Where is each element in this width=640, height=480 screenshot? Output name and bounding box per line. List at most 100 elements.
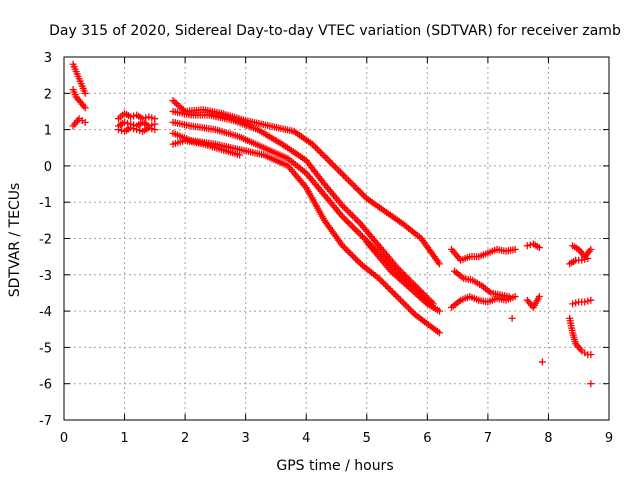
data-point-interp xyxy=(359,191,367,199)
data-point xyxy=(121,118,129,126)
data-point-interp xyxy=(313,145,321,153)
data-point-interp xyxy=(386,286,394,294)
y-tick-label: -6 xyxy=(39,378,52,393)
x-tick-label: 7 xyxy=(484,431,492,446)
x-tick-label: 2 xyxy=(181,431,189,446)
data-point xyxy=(584,254,592,262)
data-point-interp xyxy=(385,284,393,292)
data-point-interp xyxy=(406,306,414,314)
data-point xyxy=(127,124,135,132)
data-point-interp xyxy=(353,257,361,265)
data-point-interp xyxy=(342,205,350,213)
data-point-interp xyxy=(340,171,348,179)
data-point-interp xyxy=(340,203,348,211)
data-point xyxy=(508,314,516,322)
data-point xyxy=(81,118,89,126)
data-point-interp xyxy=(391,291,399,299)
data-point xyxy=(535,293,543,301)
data-point-interp xyxy=(380,279,388,287)
data-point-interp xyxy=(348,223,356,231)
data-point-interp xyxy=(353,228,361,236)
data-point xyxy=(115,126,122,134)
data-point-interp xyxy=(148,114,156,122)
x-tick-label: 9 xyxy=(605,431,613,446)
data-point-interp xyxy=(328,160,336,168)
data-point xyxy=(393,293,401,301)
data-point-interp xyxy=(377,276,385,284)
data-point xyxy=(587,245,595,253)
data-point-interp xyxy=(338,170,346,178)
data-point-interp xyxy=(410,309,418,317)
data-point xyxy=(581,298,589,306)
data-point-interp xyxy=(347,221,355,229)
data-point-interp xyxy=(142,114,150,122)
data-point-interp xyxy=(353,185,361,193)
data-point-interp xyxy=(360,234,368,242)
data-point-interp xyxy=(350,181,358,189)
data-point-interp xyxy=(352,226,360,234)
data-point xyxy=(339,202,347,210)
data-point-interp xyxy=(388,288,396,296)
data-point-interp xyxy=(383,283,391,291)
data-point xyxy=(587,296,595,304)
data-point xyxy=(511,245,519,253)
data-point-interp xyxy=(330,162,338,170)
data-point-interp xyxy=(340,214,348,222)
y-tick-label: 2 xyxy=(44,87,52,102)
data-point-interp xyxy=(342,245,350,253)
data-point-interp xyxy=(405,304,413,312)
data-point-interp xyxy=(320,152,328,160)
y-tick-label: -7 xyxy=(39,414,52,429)
data-point-interp xyxy=(345,219,353,227)
data-point-interp xyxy=(315,147,323,155)
data-point xyxy=(375,274,383,282)
data-point-interp xyxy=(572,299,580,307)
x-tick-label: 3 xyxy=(242,431,250,446)
data-point-interp xyxy=(312,143,320,151)
data-point-interp xyxy=(124,119,132,127)
y-tick-label: 1 xyxy=(44,124,52,139)
data-point-interp xyxy=(355,258,363,266)
data-point xyxy=(435,307,443,315)
data-point-interp xyxy=(350,213,358,221)
data-point-interp xyxy=(341,173,349,181)
data-point xyxy=(538,358,546,366)
data-point-interp xyxy=(398,298,406,306)
data-point-interp xyxy=(343,175,351,183)
data-point-interp xyxy=(348,180,356,188)
data-point-interp xyxy=(323,155,331,163)
data-point xyxy=(535,244,543,252)
data-point-interp xyxy=(344,207,352,215)
data-point xyxy=(308,140,316,148)
y-tick-label: -2 xyxy=(39,233,52,248)
data-point-interp xyxy=(310,142,318,150)
data-point xyxy=(435,329,443,337)
data-point-interp xyxy=(348,252,356,260)
data-point xyxy=(127,113,135,121)
data-point xyxy=(145,113,153,121)
y-tick-label: -4 xyxy=(39,305,52,320)
data-point xyxy=(133,126,141,134)
data-point xyxy=(578,256,586,264)
data-point-interp xyxy=(355,229,363,237)
data-point-interp xyxy=(390,289,398,297)
y-tick-label: -5 xyxy=(39,341,52,356)
data-point xyxy=(169,97,177,105)
data-point-interp xyxy=(342,216,350,224)
data-point xyxy=(523,242,531,250)
data-point-interp xyxy=(130,125,138,133)
data-point xyxy=(81,104,89,112)
data-point-interp xyxy=(353,217,361,225)
x-tick-label: 0 xyxy=(60,431,68,446)
data-point xyxy=(145,124,153,132)
x-axis-label: GPS time / hours xyxy=(276,458,393,474)
data-point-interp xyxy=(336,168,344,176)
data-point-interp xyxy=(174,101,182,109)
data-point-interp xyxy=(352,215,360,223)
data-point-interp xyxy=(318,150,326,158)
data-point-interp xyxy=(148,125,156,133)
data-point-interp xyxy=(403,302,411,310)
x-tick-label: 4 xyxy=(302,431,310,446)
x-tick-label: 8 xyxy=(544,431,552,446)
